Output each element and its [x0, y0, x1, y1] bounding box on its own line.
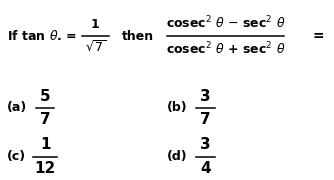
Text: cosec$^2$ $\theta$ $-$ sec$^2$ $\theta$: cosec$^2$ $\theta$ $-$ sec$^2$ $\theta$ [166, 14, 285, 31]
Text: 12: 12 [34, 161, 56, 176]
Text: 3: 3 [200, 89, 211, 104]
Text: $\sqrt{7}$: $\sqrt{7}$ [85, 40, 106, 55]
Text: then: then [122, 30, 154, 42]
Text: 5: 5 [40, 89, 50, 104]
Text: 3: 3 [200, 137, 211, 152]
Text: (b): (b) [167, 102, 188, 114]
Text: (a): (a) [7, 102, 27, 114]
Text: cosec$^2$ $\theta$ + sec$^2$ $\theta$: cosec$^2$ $\theta$ + sec$^2$ $\theta$ [166, 41, 285, 58]
Text: =: = [312, 29, 324, 43]
Text: (d): (d) [167, 150, 188, 163]
Text: 7: 7 [200, 112, 211, 127]
Text: 1: 1 [40, 137, 50, 152]
Text: 1: 1 [91, 18, 100, 31]
Text: 7: 7 [40, 112, 50, 127]
Text: If tan $\theta$. =: If tan $\theta$. = [7, 29, 77, 43]
Text: 4: 4 [200, 161, 211, 176]
Text: (c): (c) [7, 150, 26, 163]
